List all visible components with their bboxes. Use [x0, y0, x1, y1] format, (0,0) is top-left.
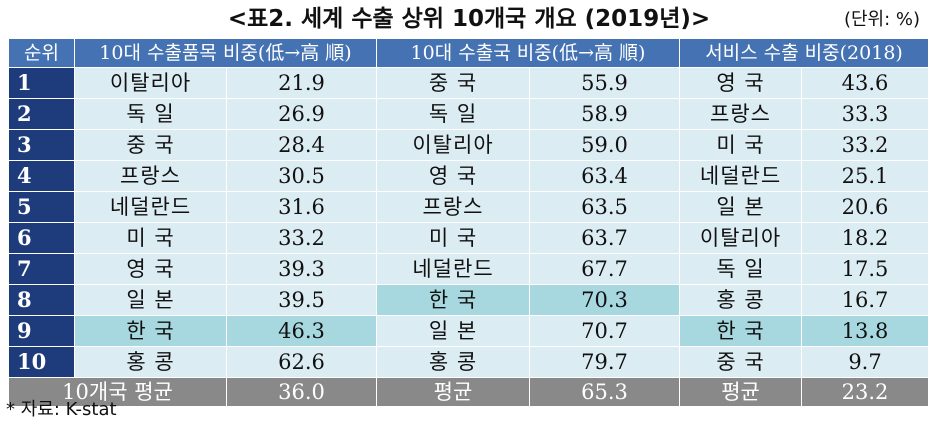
value-cell: 20.6 — [801, 191, 930, 223]
value-cell: 70.3 — [528, 284, 681, 316]
header-rank: 순위 — [8, 38, 75, 68]
table-row: 1 이탈리아 21.9 중 국 55.9 영 국 43.6 — [8, 67, 930, 99]
country-cell: 홍 콩 — [679, 284, 803, 316]
header-row: 순위 10대 수출품목 비중(低→高 順) 10대 수출국 비중(低→高 順) … — [8, 38, 930, 68]
value-cell: 18.2 — [801, 222, 930, 254]
rank-cell: 8 — [8, 284, 75, 316]
average-label: 평균 — [376, 377, 530, 407]
table-row: 10 홍 콩 62.6 홍 콩 79.7 중 국 9.7 — [8, 346, 930, 378]
country-cell: 네덜란드 — [74, 191, 227, 223]
export-table: 순위 10대 수출품목 비중(低→高 順) 10대 수출국 비중(低→高 順) … — [8, 38, 930, 407]
country-cell: 미 국 — [74, 222, 227, 254]
header-services-share: 서비스 수출 비중(2018) — [679, 38, 930, 68]
average-row: 10개국 평균 36.0 평균 65.3 평균 23.2 — [8, 377, 930, 407]
country-cell: 네덜란드 — [679, 160, 803, 192]
value-cell: 46.3 — [226, 315, 377, 347]
value-cell: 39.5 — [226, 284, 377, 316]
rank-cell: 5 — [8, 191, 75, 223]
country-cell: 프랑스 — [376, 191, 530, 223]
country-cell: 홍 콩 — [376, 346, 530, 378]
value-cell: 43.6 — [801, 67, 930, 99]
average-value: 65.3 — [528, 377, 681, 407]
rank-cell: 4 — [8, 160, 75, 192]
value-cell: 33.2 — [801, 129, 930, 161]
table-row: 4 프랑스 30.5 영 국 63.4 네덜란드 25.1 — [8, 160, 930, 192]
value-cell: 28.4 — [226, 129, 377, 161]
rank-cell: 3 — [8, 129, 75, 161]
value-cell: 31.6 — [226, 191, 377, 223]
country-cell: 프랑스 — [679, 98, 803, 130]
value-cell: 33.3 — [801, 98, 930, 130]
country-cell: 독 일 — [74, 98, 227, 130]
country-cell: 이탈리아 — [679, 222, 803, 254]
table-row: 5 네덜란드 31.6 프랑스 63.5 일 본 20.6 — [8, 191, 930, 223]
value-cell: 9.7 — [801, 346, 930, 378]
value-cell: 58.9 — [528, 98, 681, 130]
country-cell: 한 국 — [74, 315, 227, 347]
rank-cell: 7 — [8, 253, 75, 285]
country-cell: 중 국 — [74, 129, 227, 161]
rank-cell: 9 — [8, 315, 75, 347]
value-cell: 21.9 — [226, 67, 377, 99]
value-cell: 13.8 — [801, 315, 930, 347]
header-countries-share: 10대 수출국 비중(低→高 順) — [375, 38, 681, 68]
country-cell: 한 국 — [679, 315, 803, 347]
value-cell: 63.5 — [528, 191, 681, 223]
country-cell: 중 국 — [376, 67, 530, 99]
value-cell: 59.0 — [528, 129, 681, 161]
value-cell: 62.6 — [226, 346, 377, 378]
rank-cell: 1 — [8, 67, 75, 99]
country-cell: 영 국 — [376, 160, 530, 192]
country-cell: 이탈리아 — [74, 67, 227, 99]
table-title: <표2. 세계 수출 상위 10개국 개요 (2019년)> — [227, 6, 711, 32]
country-cell: 중 국 — [679, 346, 803, 378]
value-cell: 39.3 — [226, 253, 377, 285]
country-cell: 홍 콩 — [74, 346, 227, 378]
country-cell: 독 일 — [679, 253, 803, 285]
country-cell: 네덜란드 — [376, 253, 530, 285]
value-cell: 63.7 — [528, 222, 681, 254]
rank-cell: 2 — [8, 98, 75, 130]
rank-cell: 10 — [8, 346, 75, 378]
average-value: 23.2 — [801, 377, 930, 407]
header-items-share: 10대 수출품목 비중(低→高 順) — [74, 38, 377, 68]
value-cell: 25.1 — [801, 160, 930, 192]
unit-label: (단위: %) — [843, 9, 920, 30]
value-cell: 55.9 — [528, 67, 681, 99]
average-label: 10개국 평균 — [8, 377, 227, 407]
source-note: * 자료: K-stat — [6, 399, 117, 420]
value-cell: 67.7 — [528, 253, 681, 285]
rank-cell: 6 — [8, 222, 75, 254]
country-cell: 일 본 — [376, 315, 530, 347]
country-cell: 이탈리아 — [376, 129, 530, 161]
value-cell: 16.7 — [801, 284, 930, 316]
country-cell: 일 본 — [679, 191, 803, 223]
value-cell: 30.5 — [226, 160, 377, 192]
country-cell: 독 일 — [376, 98, 530, 130]
country-cell: 일 본 — [74, 284, 227, 316]
value-cell: 33.2 — [226, 222, 377, 254]
value-cell: 63.4 — [528, 160, 681, 192]
value-cell: 17.5 — [801, 253, 930, 285]
country-cell: 영 국 — [74, 253, 227, 285]
country-cell: 영 국 — [679, 67, 803, 99]
value-cell: 70.7 — [528, 315, 681, 347]
average-value: 36.0 — [226, 377, 377, 407]
country-cell: 미 국 — [376, 222, 530, 254]
country-cell: 프랑스 — [74, 160, 227, 192]
country-cell: 한 국 — [376, 284, 530, 316]
value-cell: 79.7 — [528, 346, 681, 378]
average-label: 평균 — [679, 377, 803, 407]
country-cell: 미 국 — [679, 129, 803, 161]
value-cell: 26.9 — [226, 98, 377, 130]
